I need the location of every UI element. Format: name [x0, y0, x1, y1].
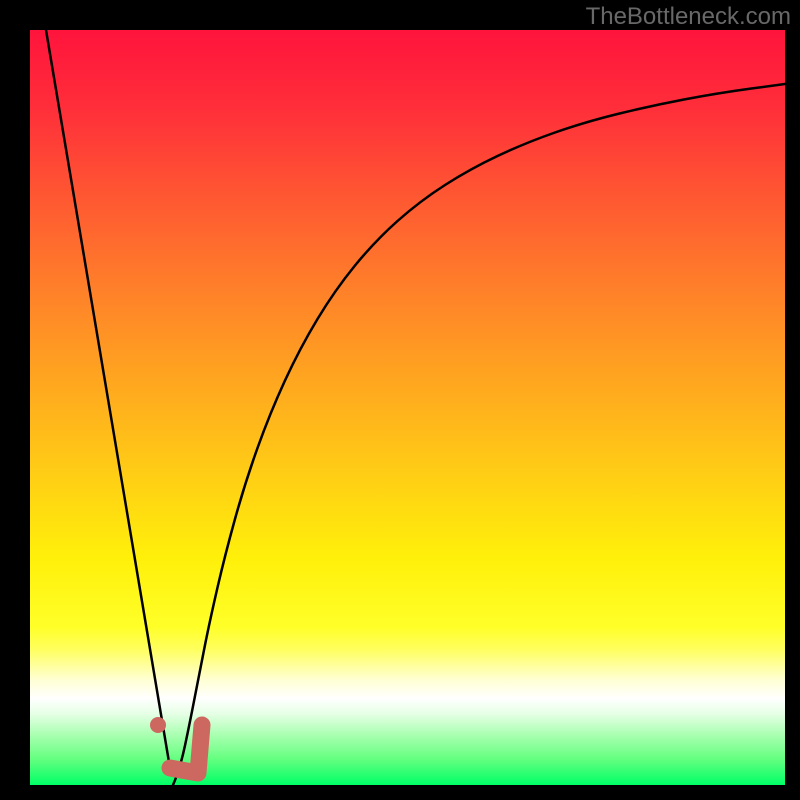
marker-check: [170, 725, 202, 773]
bottleneck-curve-left: [46, 30, 170, 768]
chart-curves-layer: [30, 30, 785, 785]
chart-plot-area: [30, 30, 785, 785]
chart-root: TheBottleneck.com: [0, 0, 800, 800]
watermark-text: TheBottleneck.com: [586, 3, 791, 31]
bottleneck-curve-right: [173, 84, 785, 785]
marker-dot: [150, 717, 166, 733]
